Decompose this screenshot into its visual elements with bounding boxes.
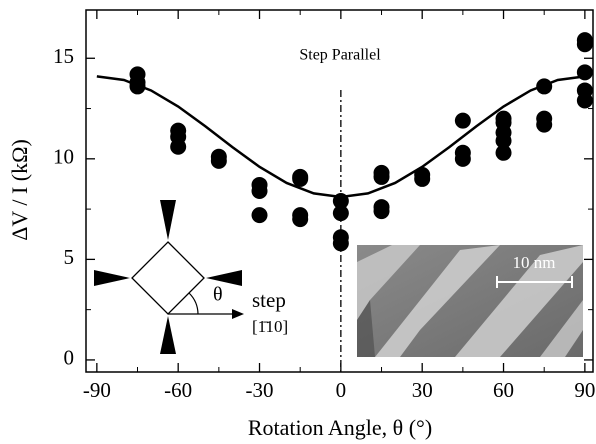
data-point xyxy=(252,207,268,223)
data-point xyxy=(414,171,430,187)
data-point xyxy=(170,139,186,155)
data-point xyxy=(252,183,268,199)
data-point xyxy=(374,169,390,185)
y-tick-label: 10 xyxy=(53,145,74,169)
data-point xyxy=(211,153,227,169)
chart: 10 nm θ step [1̄10] Step Parallel Rotati… xyxy=(0,0,596,444)
data-point xyxy=(536,117,552,133)
y-axis-label: ΔV / I (kΩ) xyxy=(7,139,32,241)
data-point xyxy=(292,211,308,227)
annotation: Step Parallel xyxy=(299,47,381,64)
x-axis-label: Rotation Angle, θ (°) xyxy=(248,415,432,440)
x-tick-label: 60 xyxy=(493,378,514,402)
direction-index: [1̄10] xyxy=(252,317,288,336)
angle-label: θ xyxy=(213,284,223,306)
x-tick-label: -30 xyxy=(246,378,274,402)
stm-image: 10 nm xyxy=(357,245,583,357)
data-point xyxy=(577,36,593,52)
y-tick-label: 0 xyxy=(64,346,75,370)
direction-label: step xyxy=(252,288,286,312)
x-tick-label: 0 xyxy=(336,378,347,402)
x-tick-label: -60 xyxy=(164,378,192,402)
x-tick-label: -90 xyxy=(83,378,111,402)
data-point xyxy=(292,171,308,187)
x-tick-label: 30 xyxy=(412,378,433,402)
data-point xyxy=(496,145,512,161)
scale-bar-label: 10 nm xyxy=(513,253,556,272)
data-point xyxy=(577,93,593,109)
data-point xyxy=(455,113,471,129)
data-point xyxy=(333,235,349,251)
y-tick-label: 15 xyxy=(53,44,74,68)
data-point xyxy=(333,205,349,221)
data-point xyxy=(374,203,390,219)
y-tick-label: 5 xyxy=(64,245,75,269)
data-point xyxy=(455,151,471,167)
x-tick-label: 90 xyxy=(574,378,595,402)
